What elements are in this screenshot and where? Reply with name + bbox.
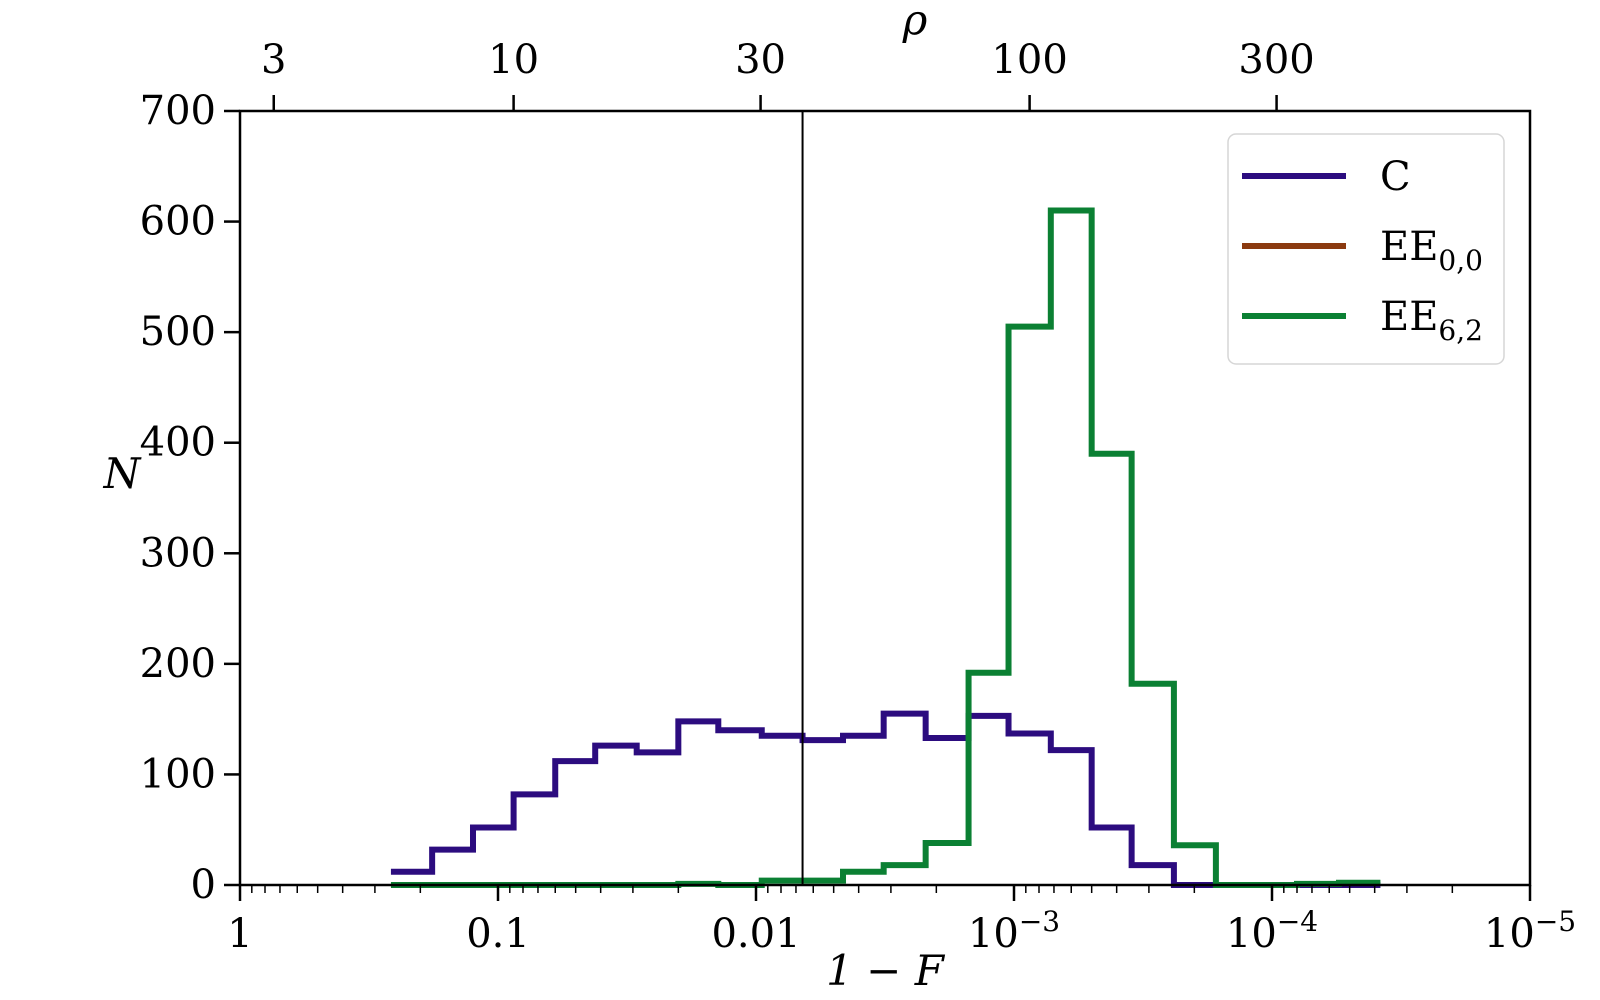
y-tick-label: 0 — [191, 862, 216, 908]
x-tick-label: 10−4 — [1226, 905, 1318, 957]
y-axis: 0 100 200 300 400 500 600 700 — [140, 88, 240, 908]
top-tick-label: 10 — [488, 37, 539, 83]
top-tick-label: 100 — [991, 37, 1067, 83]
y-tick-label: 100 — [140, 751, 216, 797]
y-tick-label: 200 — [140, 641, 216, 687]
legend-box — [1227, 133, 1505, 365]
legend-entry-label: EE6,2 — [1380, 294, 1483, 347]
x-tick-label: 0.01 — [711, 911, 800, 957]
x-tick-label: 10−5 — [1484, 905, 1576, 957]
x-axis-title: 1 − F — [826, 946, 946, 995]
y-tick-label: 400 — [140, 420, 216, 466]
legend: C EE0,0 EE6,2 — [1227, 133, 1505, 365]
top-x-axis: 3 10 30 100 300 — [261, 37, 1315, 111]
top-tick-label: 30 — [735, 37, 786, 83]
bottom-x-axis: 1 0.1 0.01 10−3 10−4 10−5 — [227, 885, 1576, 957]
series-line-0 — [390, 710, 1381, 888]
y-tick-label: 700 — [140, 88, 216, 134]
y-axis-title: N — [103, 449, 142, 498]
plot-frame — [238, 109, 1532, 887]
y-tick-label: 500 — [140, 309, 216, 355]
top-axis-title: ρ — [902, 0, 928, 44]
legend-entry-label: EE0,0 — [1380, 224, 1483, 277]
top-tick-label: 300 — [1238, 37, 1314, 83]
top-tick-label: 3 — [261, 37, 286, 83]
x-tick-label: 0.1 — [466, 911, 530, 957]
legend-entry-label: C — [1380, 154, 1411, 200]
y-tick-label: 300 — [140, 530, 216, 576]
x-tick-label: 1 — [227, 911, 252, 957]
x-tick-label: 10−3 — [968, 905, 1060, 957]
y-tick-label: 600 — [140, 199, 216, 245]
